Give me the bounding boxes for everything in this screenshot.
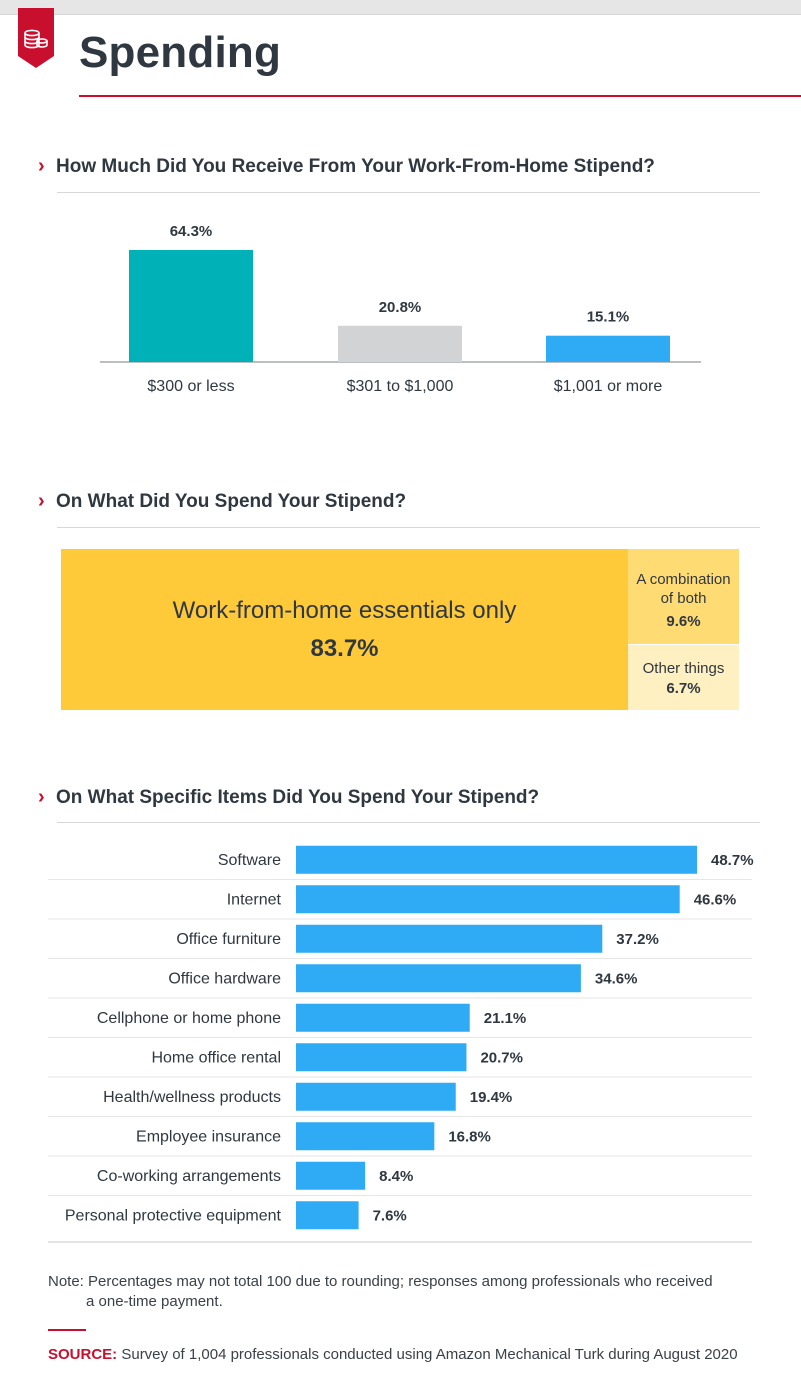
bar (296, 964, 581, 993)
tick-label: Employee insurance (136, 1128, 281, 1145)
page-title: Spending (79, 28, 282, 77)
treemap-label: Work-from-home essentials only (172, 596, 517, 624)
bar (296, 1082, 456, 1111)
chevron-right-icon: › (38, 490, 45, 512)
section-divider (57, 822, 760, 823)
tick-label: Software (218, 852, 281, 869)
treemap-cell-combination: A combination of both 9.6% (628, 549, 739, 644)
bar (129, 250, 253, 362)
source-line: SOURCE: Survey of 1,004 professionals co… (48, 1346, 738, 1363)
section-heading-stipend-amount: › How Much Did You Receive From Your Wor… (38, 155, 655, 178)
tick-label: Internet (227, 891, 282, 908)
data-label: 46.6% (694, 891, 737, 908)
tick-label: $1,001 or more (554, 378, 663, 395)
title-divider (79, 95, 801, 97)
section-heading-spend-type: › On What Did You Spend Your Stipend? (38, 490, 406, 513)
tick-label: Office hardware (168, 970, 281, 987)
stipend-amount-bar-chart: 64.3% $300 or less 20.8% $301 to $1,000 15.1… (100, 223, 701, 395)
section-title: On What Did You Spend Your Stipend? (56, 490, 407, 512)
footnote-line: Note: Percentages may not total 100 due … (48, 1273, 713, 1290)
tick-label: Home office rental (151, 1049, 281, 1066)
bar (296, 885, 680, 914)
data-label: 8.4% (379, 1168, 413, 1185)
source-divider (48, 1329, 86, 1331)
tick-label: Cellphone or home phone (97, 1010, 281, 1027)
specific-items-bar-chart: Software 48.7% Internet 46.6% Office furnitu… (48, 845, 754, 1243)
section-divider (57, 192, 760, 193)
spend-type-treemap: Work-from-home essentials only 83.7% A c… (61, 549, 739, 710)
tick-label: Co-working arrangements (97, 1168, 281, 1185)
bar (296, 1003, 470, 1032)
data-label: 7.6% (373, 1207, 407, 1224)
data-label: 37.2% (616, 931, 659, 948)
bar (296, 845, 697, 874)
data-label: 64.3% (170, 223, 213, 240)
tick-label: $301 to $1,000 (347, 378, 454, 395)
footnote-line: a one-time payment. (86, 1293, 223, 1310)
coins-stack-icon (18, 8, 54, 68)
source-label: SOURCE: (48, 1346, 118, 1363)
tick-label: Office furniture (176, 931, 281, 948)
footnote: Note: Percentages may not total 100 due … (48, 1272, 748, 1312)
treemap-value: 9.6% (666, 612, 701, 630)
bar (296, 1122, 435, 1151)
data-label: 48.7% (711, 852, 754, 869)
source-text: Survey of 1,004 professionals conducted … (121, 1346, 738, 1363)
data-label: 20.8% (379, 299, 422, 316)
data-label: 15.1% (587, 309, 630, 326)
treemap-label: Other things (642, 659, 725, 677)
bar (546, 335, 670, 362)
treemap-cell-other: Other things 6.7% (628, 645, 739, 710)
treemap-cell-essentials: Work-from-home essentials only 83.7% (61, 549, 628, 710)
data-label: 19.4% (470, 1089, 513, 1106)
data-label: 20.7% (480, 1049, 523, 1066)
section-heading-specific-items: › On What Specific Items Did You Spend Y… (38, 786, 539, 809)
treemap-value: 6.7% (666, 679, 701, 697)
bar (338, 325, 462, 362)
tick-label: $300 or less (147, 378, 234, 395)
chevron-right-icon: › (38, 786, 45, 808)
treemap-value: 83.7% (310, 634, 379, 662)
tick-label: Personal protective equipment (65, 1207, 282, 1224)
data-label: 21.1% (484, 1010, 527, 1027)
bar (296, 1161, 366, 1190)
bar (296, 1043, 467, 1072)
tick-label: Health/wellness products (103, 1089, 281, 1106)
section-title: How Much Did You Receive From Your Work-… (56, 155, 655, 177)
bar (296, 924, 603, 953)
bar (296, 1201, 359, 1230)
top-bar (0, 0, 801, 15)
treemap-label: A combination of both (636, 570, 731, 607)
section-divider (57, 527, 760, 528)
data-label: 34.6% (595, 970, 638, 987)
data-label: 16.8% (448, 1128, 491, 1145)
chevron-right-icon: › (38, 155, 45, 177)
section-title: On What Specific Items Did You Spend You… (56, 786, 540, 808)
